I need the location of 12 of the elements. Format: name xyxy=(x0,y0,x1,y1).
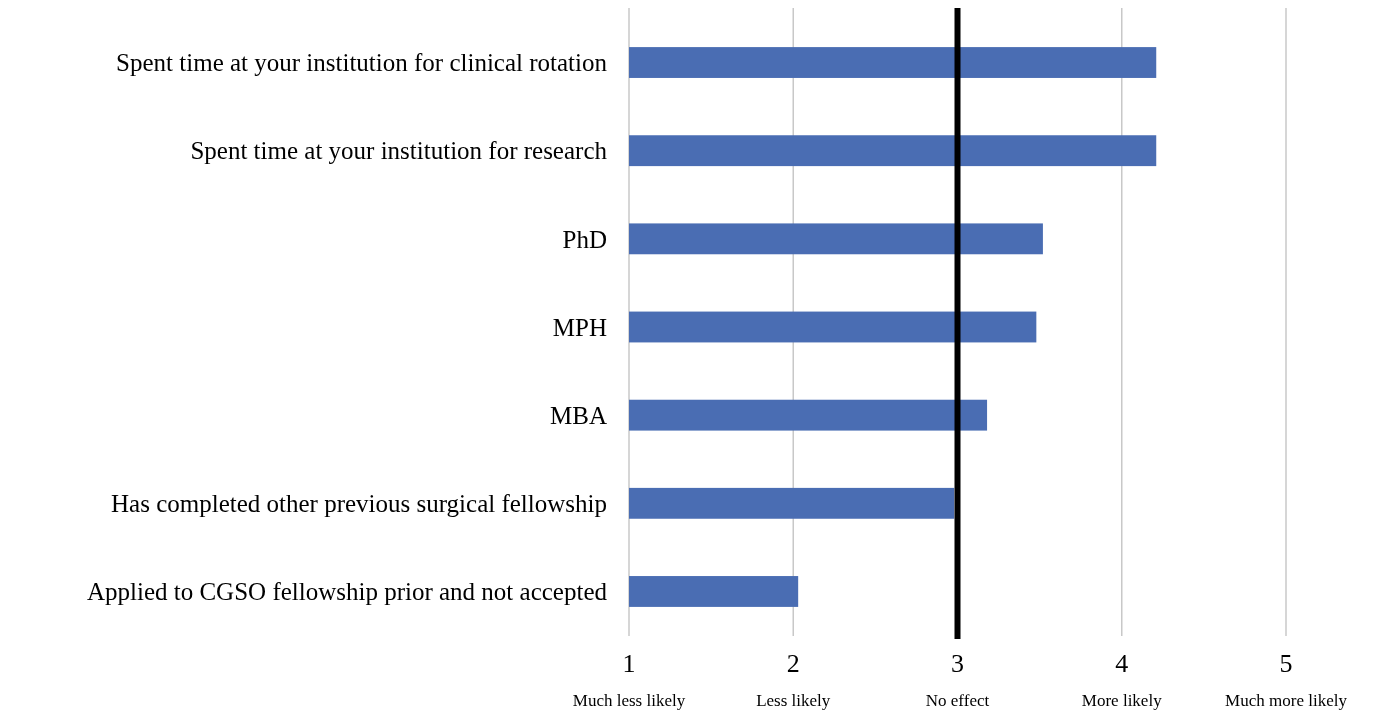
x-tick-label: 1 Much less likely xyxy=(572,649,686,710)
y-tick-label: MBA xyxy=(550,401,607,429)
y-tick-label: MPH xyxy=(552,313,607,341)
x-tick-label: 5 Much more likely xyxy=(1225,649,1348,710)
y-tick-label: Applied to CGSO fellowship prior and not accepted xyxy=(86,578,608,606)
y-tick-label: Spent time at your institution for clinical rotation xyxy=(116,49,608,77)
x-tick-label: 2 Less likely xyxy=(756,649,831,710)
y-tick-label: PhD xyxy=(562,225,607,253)
x-tick-label: 3 No effect xyxy=(925,649,990,710)
y-tick-label: Has completed other previous surgical fellowship xyxy=(111,490,607,518)
y-tick-label: Spent time at your institution for research xyxy=(190,137,608,165)
x-tick-label: 4 More likely xyxy=(1081,649,1163,710)
